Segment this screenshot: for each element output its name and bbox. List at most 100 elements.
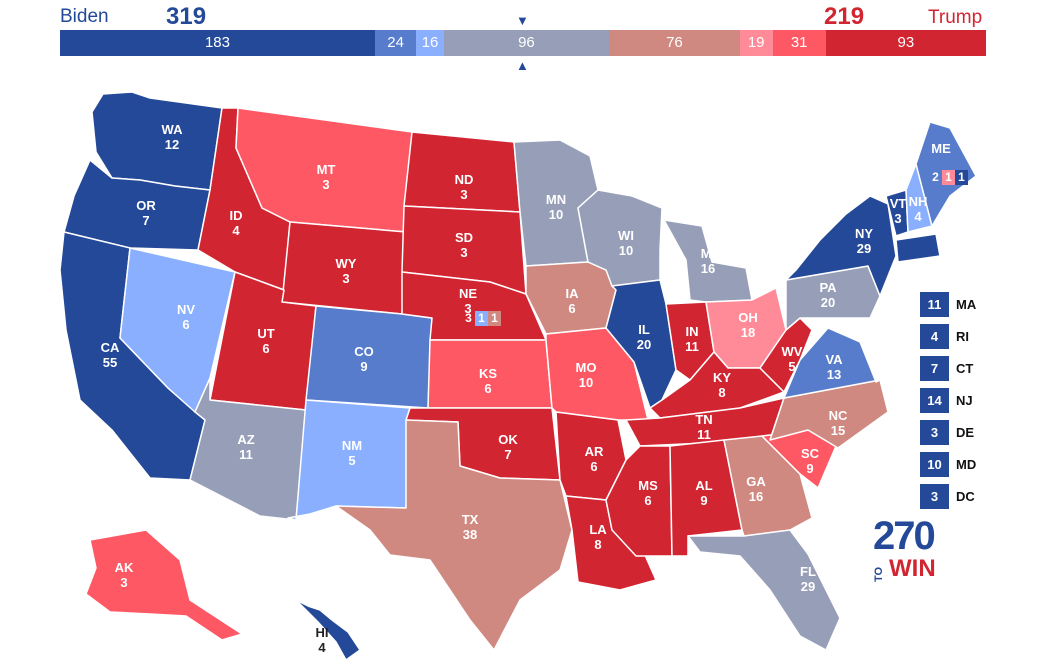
state-label-nv: NV — [177, 302, 195, 317]
state-ev-al: 9 — [700, 493, 707, 508]
state-ev-oh: 18 — [741, 325, 755, 340]
state-label-mt: MT — [317, 162, 336, 177]
state-label-ok: OK — [498, 432, 518, 447]
state-az[interactable] — [189, 377, 307, 521]
state-label-ca: CA — [101, 340, 120, 355]
ne-row-md[interactable]: 10 MD — [920, 448, 976, 480]
state-label-sd: SD — [455, 230, 473, 245]
state-ev-ne: 3 — [464, 301, 471, 316]
state-ev-tx: 38 — [463, 527, 477, 542]
ne-state-code: NJ — [956, 392, 973, 408]
state-ev-ga: 16 — [749, 489, 763, 504]
state-ev-id: 4 — [232, 223, 240, 238]
state-fl[interactable] — [687, 529, 841, 651]
state-label-wy: WY — [336, 256, 357, 271]
ne-split-item: 3 — [465, 311, 472, 325]
state-ev-il: 20 — [637, 337, 651, 352]
ne-row-ct[interactable]: 7 CT — [920, 352, 976, 384]
state-ms[interactable] — [605, 445, 673, 557]
state-ev-mo: 10 — [579, 375, 593, 390]
state-label-az: AZ — [237, 432, 254, 447]
state-label-wa: WA — [162, 122, 184, 137]
ne-row-ma[interactable]: 11 MA — [920, 288, 976, 320]
state-label-co: CO — [354, 344, 374, 359]
ne-ev-box: 3 — [920, 419, 949, 445]
state-ny[interactable] — [785, 195, 897, 297]
state-label-tn: TN — [695, 412, 712, 427]
state-ev-la: 8 — [594, 537, 601, 552]
state-ev-wv: 5 — [788, 359, 795, 374]
state-ev-ut: 6 — [262, 341, 269, 356]
state-label-ak: AK — [115, 560, 134, 575]
state-label-hi: HI — [316, 625, 329, 640]
state-ev-or: 7 — [142, 213, 149, 228]
bar-segment-lean_d: 16 — [416, 30, 444, 56]
ne-row-nj[interactable]: 14 NJ — [920, 384, 976, 416]
state-ev-nm: 5 — [348, 453, 355, 468]
state-label-sc: SC — [801, 446, 820, 461]
state-ev-va: 13 — [827, 367, 841, 382]
state-ev-in: 11 — [685, 339, 699, 354]
state-ev-ok: 7 — [504, 447, 511, 462]
state-label-mo: MO — [576, 360, 597, 375]
state-label-me: ME — [931, 141, 951, 156]
bar-segment-likely_d: 24 — [374, 30, 417, 56]
state-ev-mt: 3 — [322, 177, 329, 192]
state-label-ny: NY — [855, 226, 873, 241]
northeast-states-list: 11 MA 4 RI 7 CT 14 NJ 3 DE 10 MD 3 DC — [920, 288, 976, 512]
bar-segment-safe_r: 93 — [825, 30, 986, 56]
ne-ev-box: 4 — [920, 323, 949, 349]
state-wi[interactable] — [577, 189, 663, 287]
state-label-nd: ND — [455, 172, 474, 187]
state-ak[interactable] — [85, 529, 243, 641]
270-marker-top-icon: ▼ — [516, 13, 529, 28]
me-split-item: 1 — [955, 170, 968, 185]
state-label-va: VA — [825, 352, 843, 367]
state-ev-pa: 20 — [821, 295, 835, 310]
state-ev-wy: 3 — [342, 271, 349, 286]
state-ev-vt: 3 — [894, 211, 901, 226]
state-ev-ar: 6 — [590, 459, 597, 474]
state-ev-hi: 4 — [318, 640, 326, 655]
ne-ev-box: 10 — [920, 451, 949, 477]
me-split-item: 2 — [932, 170, 939, 184]
state-label-wv: WV — [782, 344, 803, 359]
270towin-logo[interactable]: 270 TO WIN — [873, 516, 953, 586]
state-ev-tn: 11 — [697, 427, 711, 442]
ne-split-item: 1 — [475, 311, 488, 326]
state-mas[interactable] — [895, 233, 941, 263]
state-label-mi: MI — [701, 246, 715, 261]
state-ev-ks: 6 — [484, 381, 491, 396]
state-ev-sc: 9 — [806, 461, 813, 476]
state-ev-ak: 3 — [120, 575, 127, 590]
ne-row-ri[interactable]: 4 RI — [920, 320, 976, 352]
state-label-ky: KY — [713, 370, 731, 385]
state-label-nh: NH — [909, 194, 928, 209]
state-wa[interactable] — [91, 91, 223, 191]
state-label-nm: NM — [342, 438, 362, 453]
biden-total: 319 — [166, 3, 207, 30]
state-ev-ny: 29 — [857, 241, 871, 256]
state-hi[interactable] — [295, 599, 361, 661]
state-label-nc: NC — [829, 408, 848, 423]
ne-ev-box: 11 — [920, 291, 949, 317]
state-label-ks: KS — [479, 366, 497, 381]
state-label-in: IN — [686, 324, 699, 339]
ne-split-item: 1 — [488, 311, 501, 326]
trump-name: Trump — [928, 7, 983, 28]
bar-segment-safe_d: 183 — [60, 30, 375, 56]
state-label-vt: VT — [890, 196, 907, 211]
state-label-ms: MS — [638, 478, 658, 493]
bar-segment-likely_r: 31 — [772, 30, 826, 56]
state-label-ga: GA — [746, 474, 766, 489]
state-ev-ky: 8 — [718, 385, 725, 400]
state-label-mn: MN — [546, 192, 566, 207]
biden-name: Biden — [60, 6, 109, 27]
ne-row-dc[interactable]: 3 DC — [920, 480, 976, 512]
state-label-pa: PA — [819, 280, 837, 295]
state-ev-az: 11 — [239, 447, 253, 462]
ne-row-de[interactable]: 3 DE — [920, 416, 976, 448]
state-tx[interactable] — [335, 419, 573, 651]
logo-number: 270 — [873, 514, 936, 558]
